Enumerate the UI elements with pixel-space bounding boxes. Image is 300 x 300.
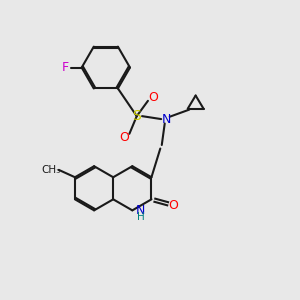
- Text: N: N: [161, 112, 171, 126]
- Text: S: S: [132, 109, 141, 123]
- Text: N: N: [136, 204, 145, 217]
- Text: O: O: [119, 131, 129, 144]
- Text: F: F: [61, 61, 68, 74]
- Text: O: O: [169, 199, 178, 212]
- Text: O: O: [148, 91, 158, 104]
- Text: H: H: [137, 212, 145, 222]
- Text: CH₃: CH₃: [41, 165, 60, 175]
